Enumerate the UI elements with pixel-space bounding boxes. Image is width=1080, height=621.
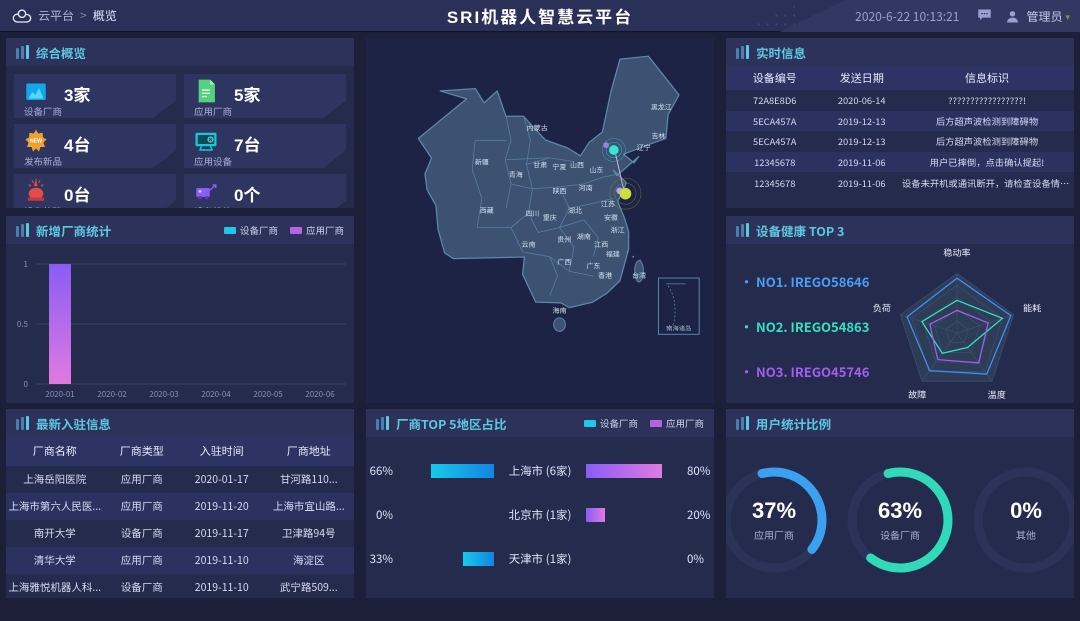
svg-text:陕西: 陕西 [553,187,567,197]
svg-text:稳动率: 稳动率 [943,248,970,259]
svg-text:福建: 福建 [606,250,620,260]
svg-text:NEW: NEW [30,139,42,145]
svg-text:湖北: 湖北 [568,206,582,216]
svg-text:新疆: 新疆 [475,158,489,168]
svg-text:海南: 海南 [553,306,567,316]
svg-text:0.5: 0.5 [17,319,29,330]
svg-text:2020-02: 2020-02 [97,389,127,400]
svg-text:故障: 故障 [908,387,926,399]
svg-text:1: 1 [24,259,28,270]
svg-text:辽宁: 辽宁 [637,143,651,153]
svg-text:西藏: 西藏 [480,206,494,216]
svg-text:青海: 青海 [509,170,523,180]
svg-text:安徽: 安徽 [604,213,618,223]
svg-text:内蒙古: 内蒙古 [527,124,548,134]
svg-text:广东: 广东 [586,261,600,271]
svg-text:2020-03: 2020-03 [149,389,178,400]
svg-text:江苏: 江苏 [601,199,615,209]
svg-text:山东: 山东 [589,165,603,175]
svg-text:云南: 云南 [521,240,535,250]
svg-text:2020-01: 2020-01 [45,389,74,400]
svg-text:南海诸岛: 南海诸岛 [665,323,691,332]
svg-text:四川: 四川 [525,209,539,219]
svg-text:贵州: 贵州 [557,235,571,245]
svg-text:黑龙江: 黑龙江 [651,102,672,112]
svg-text:吉林: 吉林 [651,131,665,141]
svg-text:2020-04: 2020-04 [201,389,231,400]
svg-text:广西: 广西 [557,257,571,267]
svg-text:甘肃: 甘肃 [533,160,547,170]
svg-text:河南: 河南 [579,184,593,194]
svg-text:负荷: 负荷 [873,301,891,315]
svg-text:宁夏: 宁夏 [553,162,567,172]
svg-text:山西: 山西 [570,160,584,170]
svg-text:能耗: 能耗 [1023,301,1041,315]
svg-text:台湾: 台湾 [632,271,646,281]
svg-text:2020-06: 2020-06 [305,389,335,400]
svg-text:2020-05: 2020-05 [253,389,283,400]
svg-text:湖南: 湖南 [577,232,591,242]
svg-text:0: 0 [24,379,29,390]
svg-text:浙江: 浙江 [611,225,625,235]
svg-text:香港: 香港 [598,271,612,281]
svg-text:温度: 温度 [988,387,1006,399]
svg-text:重庆: 重庆 [543,213,557,223]
svg-text:江西: 江西 [594,240,608,250]
